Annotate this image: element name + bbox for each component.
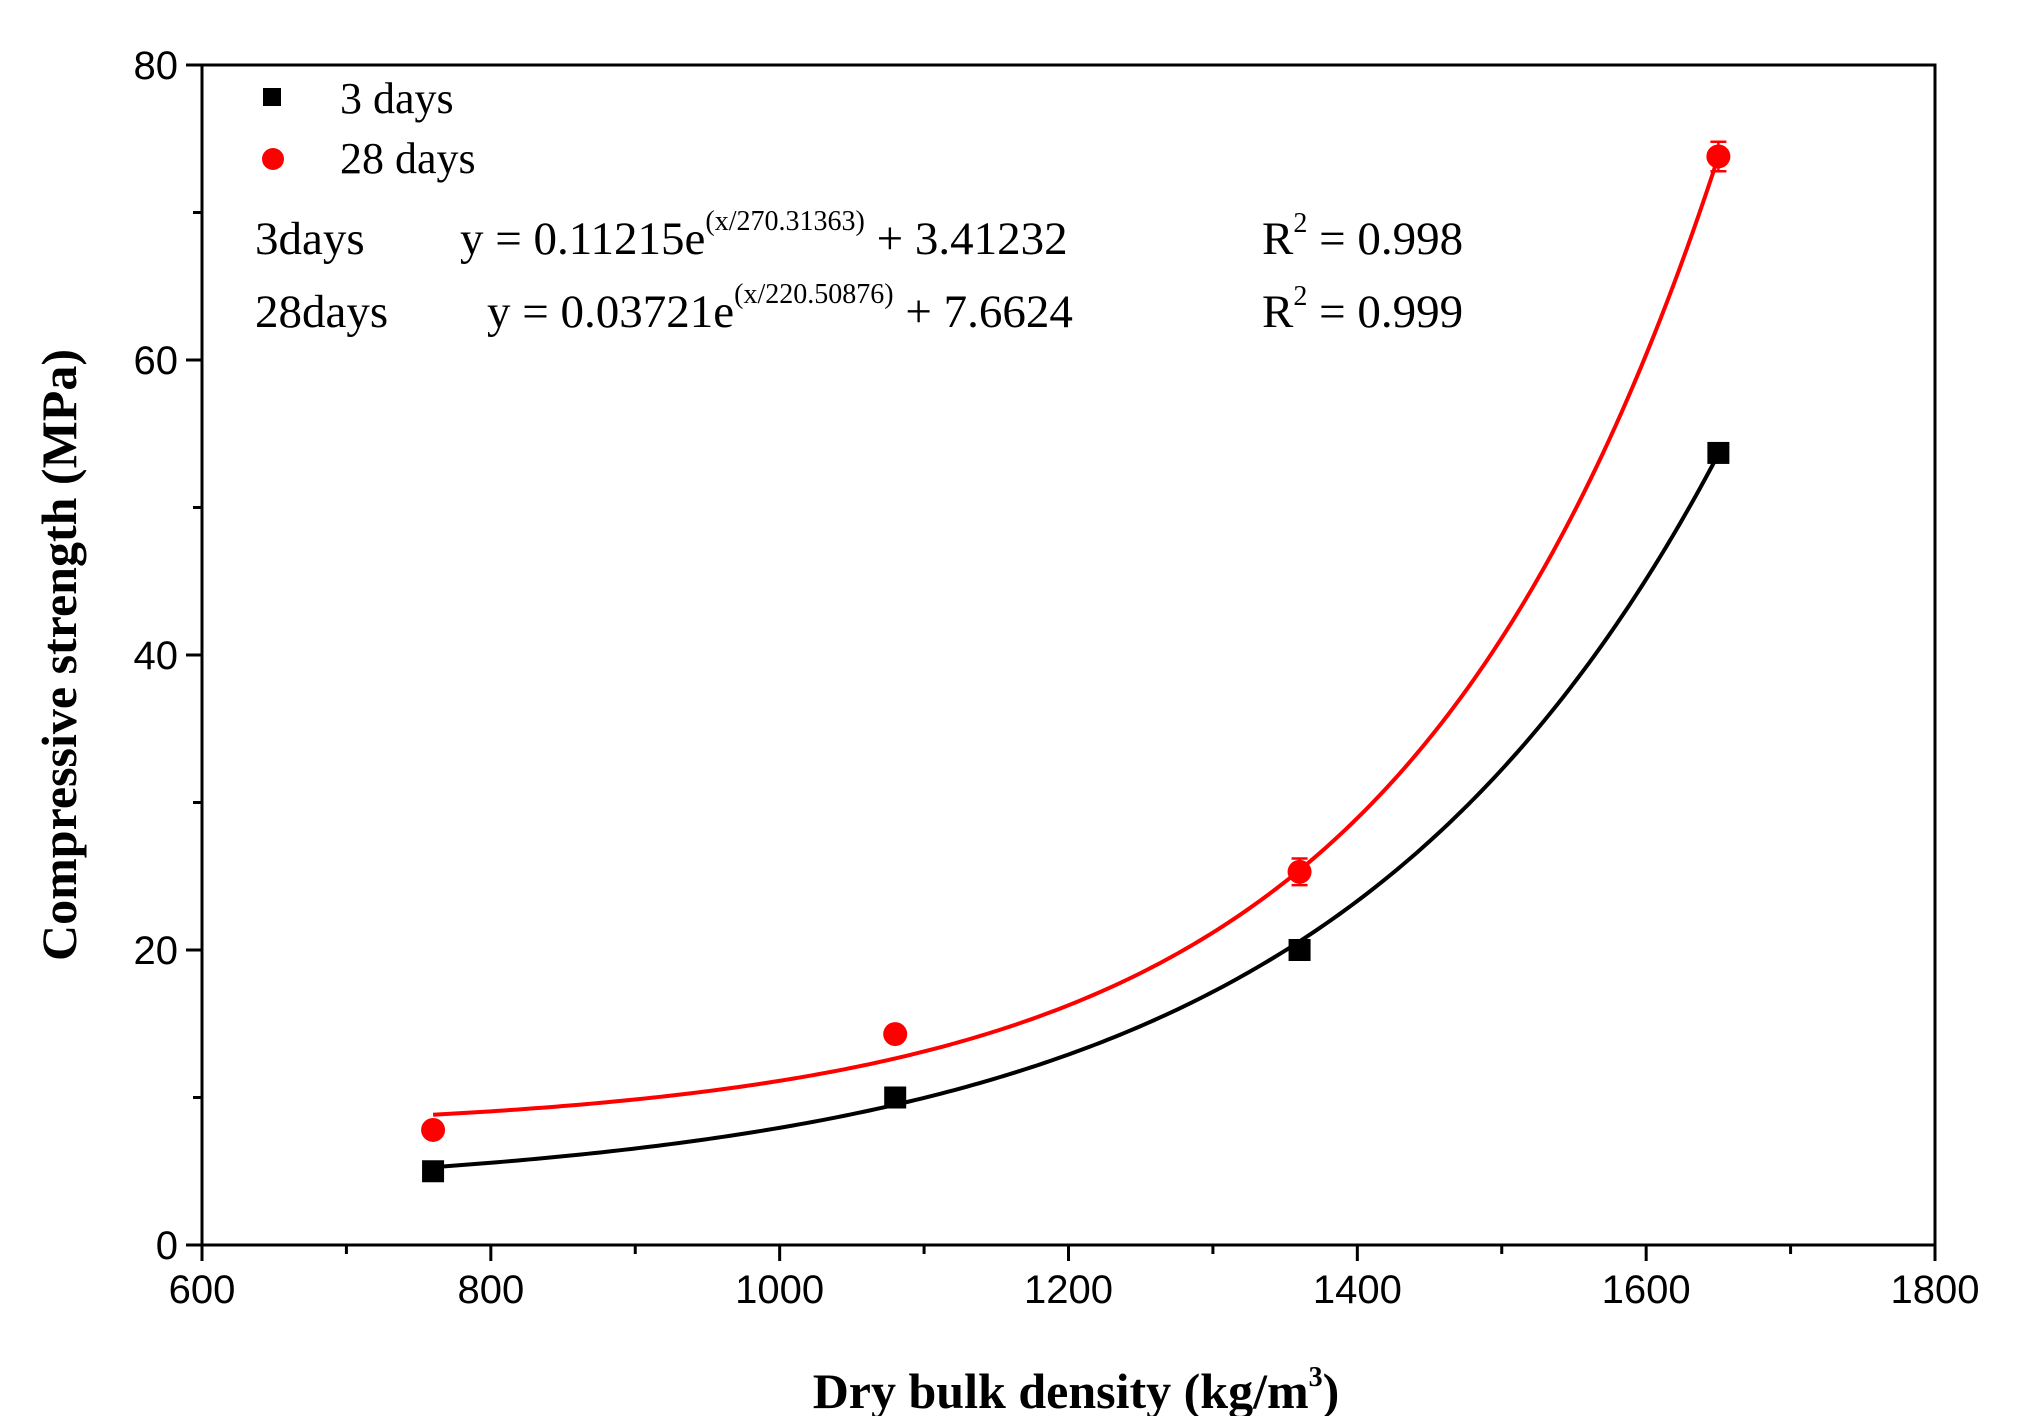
annotation-3days-equation: y = 0.11215e(x/270.31363) + 3.41232 <box>460 206 1068 265</box>
legend: 3 days 28 days <box>262 74 476 183</box>
fit-curves <box>432 156 1721 1170</box>
legend-label-28-days: 28 days <box>340 134 476 183</box>
data-points <box>421 144 1731 1183</box>
annotation-3days-r-squared: R2 = 0.998 <box>1262 208 1463 265</box>
annotation-28days: 28days y = 0.03721e(x/220.50876) + 7.662… <box>255 279 1463 338</box>
annotation-28days-equation: y = 0.03721e(x/220.50876) + 7.6624 <box>487 279 1073 338</box>
data-point-28-days <box>1706 144 1731 169</box>
axis-ticks <box>186 63 1937 1261</box>
annotation-3days: 3days y = 0.11215e(x/270.31363) + 3.4123… <box>255 206 1463 265</box>
x-tick-label: 1200 <box>1024 1268 1113 1312</box>
y-tick-label: 40 <box>134 634 179 678</box>
x-tick-label: 1400 <box>1313 1268 1402 1312</box>
annotation-28days-r-squared: R2 = 0.999 <box>1262 281 1463 338</box>
x-tick-label: 600 <box>169 1268 236 1312</box>
y-tick-label: 60 <box>134 339 179 383</box>
x-tick-label: 1800 <box>1891 1268 1980 1312</box>
y-tick-label: 0 <box>156 1224 178 1268</box>
data-point-3-days <box>1707 441 1730 464</box>
fit-curve-series-0 <box>432 453 1721 1170</box>
x-axis-title: Dry bulk density (kg/m3) <box>813 1362 1340 1416</box>
x-tick-label: 800 <box>457 1268 524 1312</box>
data-point-3-days <box>1288 939 1311 961</box>
y-tick-label: 20 <box>134 929 179 973</box>
annotation-28days-label: 28days <box>255 286 388 338</box>
legend-marker-28-days <box>262 148 284 170</box>
data-point-28-days <box>421 1117 446 1142</box>
data-point-28-days <box>1287 859 1312 884</box>
data-point-28-days <box>883 1022 908 1047</box>
data-point-3-days <box>884 1086 907 1109</box>
data-point-3-days <box>422 1160 445 1183</box>
legend-marker-3-days <box>263 88 281 106</box>
y-tick-label: 80 <box>134 44 179 88</box>
annotation-3days-label: 3days <box>255 213 365 265</box>
fit-curve-series-1 <box>432 156 1721 1117</box>
x-tick-label: 1600 <box>1602 1268 1691 1312</box>
x-tick-label: 1000 <box>735 1268 824 1312</box>
axis-tick-labels: 600 800 1000 1200 1400 1600 1800 0 20 40 60 80 <box>134 44 1980 1312</box>
y-axis-title: Compressive strength (MPa) <box>31 349 87 961</box>
legend-label-3-days: 3 days <box>340 74 454 123</box>
